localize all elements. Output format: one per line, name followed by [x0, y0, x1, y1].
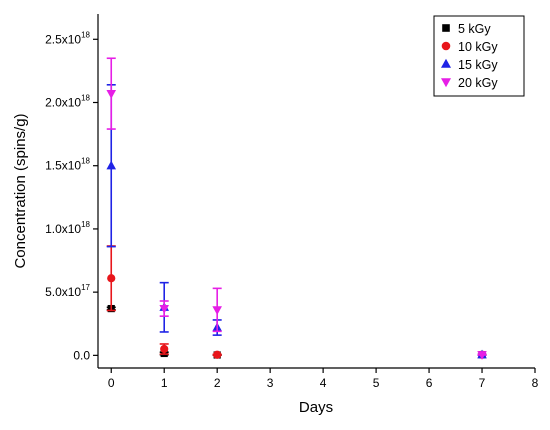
y-tick-label-base: 1.0x10 — [45, 222, 81, 236]
series-15-kgy — [106, 84, 487, 359]
y-axis-title: Concentration (spins/g) — [12, 113, 29, 268]
y-tick-label-base: 1.5x10 — [45, 159, 81, 173]
legend-marker-triangle-down — [441, 78, 451, 88]
legend: 5 kGy 10 kGy 15 kGy 20 kGy — [433, 15, 525, 97]
y-tick-label-base: 2.5x10 — [45, 32, 81, 46]
y-axis-ticks: 0.05.0x10171.0x10181.5x10182.0x10182.5x1… — [45, 30, 98, 362]
y-tick-label-exponent: 18 — [81, 220, 90, 229]
legend-marker-triangle-up — [441, 58, 451, 68]
data-series — [106, 57, 487, 360]
legend-label: 20 kGy — [458, 76, 498, 90]
data-point — [213, 350, 222, 359]
x-tick-label: 3 — [267, 376, 274, 390]
y-tick-label: 1.5x1018 — [45, 157, 90, 173]
data-point — [160, 344, 169, 354]
plot-frame — [97, 14, 535, 369]
y-tick-label-base: 5.0x10 — [45, 285, 81, 299]
legend-label: 5 kGy — [458, 22, 491, 36]
y-tick-label: 1.0x1018 — [45, 220, 90, 236]
x-tick-label: 2 — [214, 376, 221, 390]
x-tick-label: 8 — [532, 376, 539, 390]
data-point — [106, 90, 117, 99]
y-tick-label: 0.0 — [73, 348, 90, 362]
data-point — [212, 306, 222, 315]
y-tick-label-base: 0.0 — [73, 348, 90, 362]
legend-marker-square — [442, 24, 450, 32]
y-tick-label-base: 2.0x10 — [45, 96, 81, 110]
data-point — [107, 274, 116, 283]
x-tick-label: 4 — [320, 376, 327, 390]
x-tick-label: 7 — [479, 376, 486, 390]
y-tick-label: 5.0x1017 — [45, 283, 90, 299]
data-point — [106, 160, 117, 170]
y-tick-label-exponent: 18 — [81, 94, 90, 103]
legend-label: 10 kGy — [458, 40, 498, 54]
x-tick-label: 1 — [161, 376, 168, 390]
x-tick-label: 0 — [108, 376, 115, 390]
series-20-kgy — [106, 57, 487, 360]
data-point — [159, 304, 170, 314]
data-point — [477, 351, 487, 360]
y-tick-label: 2.5x1018 — [45, 30, 90, 46]
y-tick-label: 2.0x1018 — [45, 94, 90, 110]
legend-marker-circle — [441, 41, 451, 51]
legend-label: 15 kGy — [458, 58, 498, 72]
y-tick-label-exponent: 18 — [81, 157, 90, 166]
y-tick-label-exponent: 18 — [81, 30, 90, 39]
x-axis-title: Days — [299, 399, 333, 416]
x-tick-label: 5 — [373, 376, 380, 390]
x-axis-ticks: 0 1 2 3 4 5 6 7 8 — [108, 368, 539, 390]
y-tick-label-exponent: 17 — [81, 283, 90, 292]
x-tick-label: 6 — [426, 376, 433, 390]
